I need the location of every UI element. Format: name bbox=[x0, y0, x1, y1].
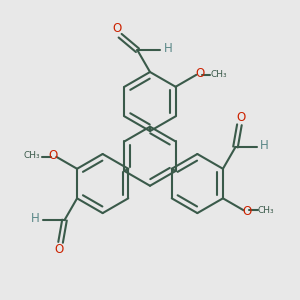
Text: O: O bbox=[112, 22, 122, 35]
Text: H: H bbox=[164, 42, 172, 55]
Text: H: H bbox=[260, 139, 269, 152]
Text: CH₃: CH₃ bbox=[258, 206, 274, 215]
Text: H: H bbox=[31, 212, 40, 225]
Text: O: O bbox=[195, 67, 205, 80]
Text: O: O bbox=[243, 205, 252, 218]
Text: O: O bbox=[54, 243, 64, 256]
Text: CH₃: CH₃ bbox=[210, 70, 227, 79]
Text: O: O bbox=[48, 149, 57, 162]
Text: O: O bbox=[236, 111, 246, 124]
Text: CH₃: CH₃ bbox=[24, 152, 40, 160]
